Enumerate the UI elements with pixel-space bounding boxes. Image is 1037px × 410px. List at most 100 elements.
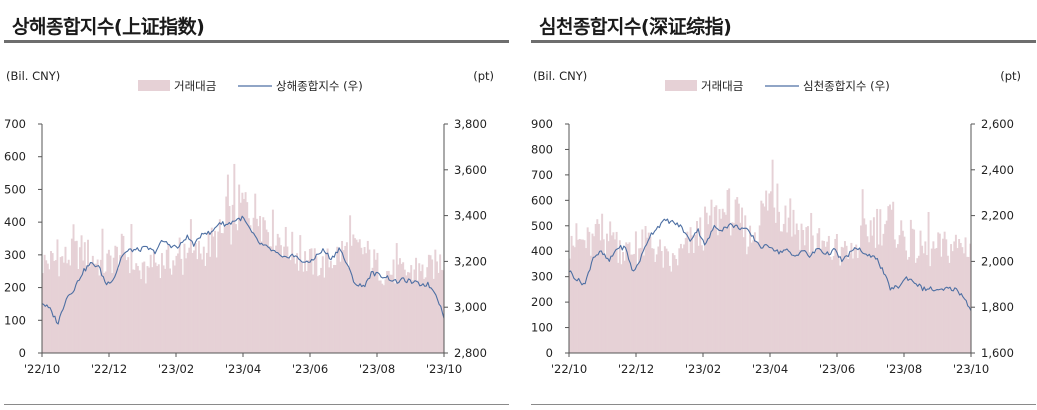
volume-bar xyxy=(813,253,816,353)
volume-bar xyxy=(297,270,300,353)
volume-bar xyxy=(694,234,697,353)
volume-bar xyxy=(262,217,265,353)
volume-bar xyxy=(951,251,954,353)
volume-bar xyxy=(842,247,845,353)
volume-bar xyxy=(390,274,393,353)
volume-bar xyxy=(415,257,418,353)
y-right-tick-label: 3,400 xyxy=(454,209,487,223)
volume-bar xyxy=(419,271,422,353)
volume-bar xyxy=(136,265,139,353)
volume-bar xyxy=(288,257,290,353)
volume-bar xyxy=(887,206,890,353)
volume-bar xyxy=(226,174,229,353)
y-left-tick-label: 400 xyxy=(4,215,26,229)
volume-bar xyxy=(903,236,906,353)
volume-bar xyxy=(869,220,872,353)
volume-bar xyxy=(199,253,202,353)
volume-bar xyxy=(416,280,419,353)
volume-bar xyxy=(937,232,940,353)
y-left-tick-label: 300 xyxy=(4,248,26,262)
volume-bar xyxy=(860,225,863,353)
volume-bar xyxy=(580,239,583,353)
volume-bar xyxy=(384,279,387,353)
volume-bar xyxy=(700,245,703,353)
x-tick-label: '23/06 xyxy=(819,362,855,376)
volume-bar xyxy=(863,218,866,353)
volume-bar xyxy=(183,243,186,353)
volume-bar xyxy=(655,254,658,353)
x-tick-label: '23/08 xyxy=(359,362,395,376)
volume-bar xyxy=(374,259,377,353)
volume-bar xyxy=(967,256,970,353)
volume-bar xyxy=(940,256,943,353)
volume-bar xyxy=(597,223,600,353)
volume-bar xyxy=(782,223,785,353)
volume-bar xyxy=(265,229,268,353)
volume-bar xyxy=(222,233,225,353)
volume-bar xyxy=(755,241,758,353)
volume-bar xyxy=(160,253,163,353)
volume-bar xyxy=(69,265,72,353)
volume-bar xyxy=(193,250,196,353)
volume-bar xyxy=(770,191,772,353)
volume-bar xyxy=(424,277,427,353)
volume-bar xyxy=(326,248,329,353)
volume-bar xyxy=(610,235,613,353)
volume-bar xyxy=(723,212,726,353)
volume-bar xyxy=(660,251,663,353)
volume-bar xyxy=(815,248,817,353)
volume-bar xyxy=(678,248,681,353)
volume-bar xyxy=(209,256,212,353)
volume-bar xyxy=(905,250,908,353)
volume-bar xyxy=(50,251,52,353)
volume-bar xyxy=(143,261,146,353)
volume-bar xyxy=(58,276,61,353)
volume-bar xyxy=(880,245,883,353)
x-tick-label: '23/02 xyxy=(158,362,194,376)
volume-bar xyxy=(734,199,737,353)
volume-bar xyxy=(122,235,125,353)
volume-bar xyxy=(95,263,98,353)
volume-bar xyxy=(829,256,832,353)
volume-bar xyxy=(898,235,901,353)
volume-bar xyxy=(310,248,313,353)
y-left-unit: (Bil. CNY) xyxy=(533,69,587,83)
volume-bar xyxy=(70,238,73,353)
volume-bar xyxy=(132,269,135,353)
volume-bar xyxy=(361,254,364,353)
volume-bar xyxy=(802,230,805,353)
volume-bar xyxy=(389,274,392,353)
volume-bar xyxy=(207,231,210,353)
volume-bar xyxy=(196,259,199,353)
volume-bar xyxy=(43,254,46,353)
volume-bar xyxy=(652,248,655,353)
volume-bar xyxy=(96,259,99,353)
volume-bar xyxy=(962,253,965,353)
volume-bar xyxy=(294,263,297,353)
volume-bar xyxy=(599,240,602,353)
volume-bar xyxy=(148,267,151,353)
volume-bar xyxy=(427,254,430,353)
volume-bar xyxy=(302,271,305,353)
volume-bar xyxy=(178,237,181,353)
volume-bar xyxy=(733,223,735,353)
volume-bar xyxy=(180,258,183,353)
volume-bar xyxy=(299,235,302,353)
volume-bar xyxy=(56,239,59,353)
volume-bar xyxy=(832,255,835,353)
x-tick-label: '22/12 xyxy=(91,362,127,376)
volume-bar xyxy=(843,241,846,353)
volume-bar xyxy=(421,264,424,353)
volume-bar xyxy=(778,211,780,353)
volume-bar xyxy=(423,278,426,353)
chart-title: 상해종합지수(上证指数) xyxy=(12,16,205,38)
volume-bar xyxy=(323,277,326,353)
volume-bar xyxy=(805,227,808,353)
volume-bar xyxy=(673,255,676,353)
volume-bar xyxy=(707,224,710,353)
volume-bar xyxy=(307,260,310,353)
volume-bar xyxy=(138,270,141,353)
volume-bar xyxy=(702,250,705,353)
volume-bar xyxy=(731,222,734,353)
volume-bar xyxy=(238,184,241,353)
